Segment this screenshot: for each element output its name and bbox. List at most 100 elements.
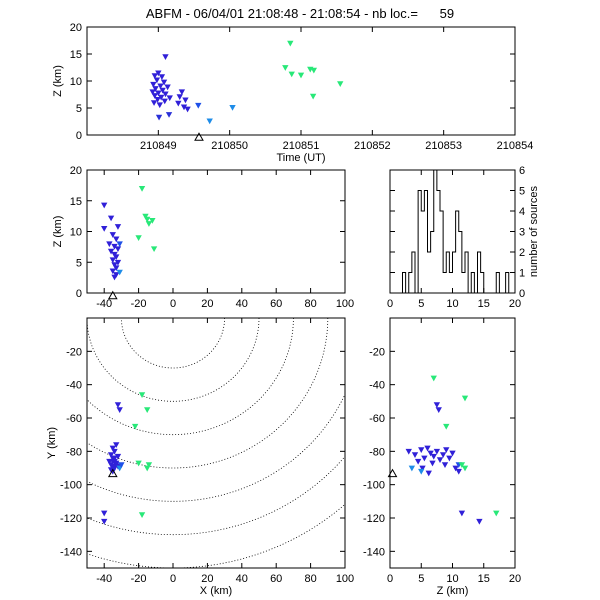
y-tick-label: 3 [519,227,525,239]
source-point [175,100,182,107]
source-point [138,392,146,398]
source-point [433,402,441,408]
histogram-bar [431,232,434,294]
source-point [101,518,108,525]
source-point [114,402,122,408]
source-point [162,91,169,98]
source-point [158,74,166,81]
source-point [109,268,116,275]
source-point [461,395,469,402]
source-point [111,274,118,281]
y-tick-label: -100 [60,480,82,492]
source-point [297,72,305,79]
source-point [118,462,125,468]
x-axis-label: Z (km) [437,585,469,597]
x-tick-label: 20 [509,298,521,310]
source-point [154,96,161,103]
histogram-bar [443,273,446,294]
source-point [458,462,466,468]
histogram-bar [456,211,459,293]
y-tick-label: -80 [66,446,82,458]
histogram-bar [440,211,443,293]
y-tick-label: -80 [369,446,385,458]
histogram-bar [418,191,421,294]
source-point [107,248,115,255]
histogram-bar [496,273,499,294]
source-point [443,447,450,453]
x-tick-label: -20 [131,298,147,310]
histogram-bar [421,211,424,293]
y-tick-label: -20 [369,346,385,358]
station-triangle [107,468,118,478]
source-point [421,455,428,462]
source-point [178,89,186,96]
source-point [433,448,441,455]
y-tick-label: -120 [60,513,82,525]
histogram-outline [402,169,510,294]
y-tick-label: 20 [70,165,82,177]
source-point [156,102,163,109]
source-point [176,94,183,100]
x-tick-label: 0 [387,573,393,585]
time-z-panel: 210849 210850 210851 210852 210853 210854 0 5 10… [52,22,533,164]
y-tick-label: 0 [76,130,82,142]
source-point [449,450,456,457]
x-tick-label: 100 [336,573,354,585]
source-point [116,241,123,248]
x-tick-label: 210851 [283,140,320,152]
source-point [424,445,431,452]
x-tick-label: 210852 [354,140,391,152]
x-tick-label: 20 [201,298,213,310]
y-axis-label: Y (km) [46,427,58,459]
source-point [113,236,120,243]
y-tick-label: -140 [60,546,82,558]
source-point [493,510,500,517]
y-tick-label: 2 [519,247,525,259]
source-point [151,93,158,99]
y-tick-label: 4 [519,206,525,218]
x-tick-label: 10 [446,298,458,310]
source-point [150,81,157,88]
source-point [151,73,158,79]
x-tick-label: 0 [170,573,176,585]
x-tick-label: -40 [96,298,112,310]
source-point [461,465,469,472]
y-tick-label: 5 [519,186,525,198]
histogram-bar [409,273,412,294]
source-point [157,83,164,90]
histogram-bar [446,252,449,293]
source-point [419,465,426,472]
histogram-bar [403,273,406,294]
source-point [439,452,447,458]
source-point [458,510,466,517]
source-point [138,512,146,518]
histogram-bar [481,273,484,294]
source-point [114,246,122,253]
source-point [446,455,453,462]
source-point [109,458,116,465]
x-tick-label: -20 [131,573,147,585]
source-point [310,67,318,74]
x-tick-label: 80 [304,573,316,585]
source-point [144,465,151,472]
x-tick-label: 40 [236,298,248,310]
station-triangle [387,468,398,478]
station-triangle [107,290,118,300]
y-tick-label: 15 [70,49,82,61]
y-tick-label: 20 [70,22,82,34]
x-tick-label: 10 [446,573,458,585]
x-tick-label: 15 [478,573,490,585]
histogram-bar [506,273,509,294]
source-point [149,218,156,224]
source-point [443,423,450,430]
source-point [182,97,189,104]
x-tick-label: 210853 [425,140,462,152]
x-tick-label: 15 [478,298,490,310]
chart-title: ABFM - 06/04/01 21:08:48 - 21:08:54 - nb… [146,6,454,21]
y-tick-label: -60 [66,413,82,425]
y-tick-label: 5 [76,103,82,115]
source-point [476,518,483,525]
source-point [455,468,462,475]
